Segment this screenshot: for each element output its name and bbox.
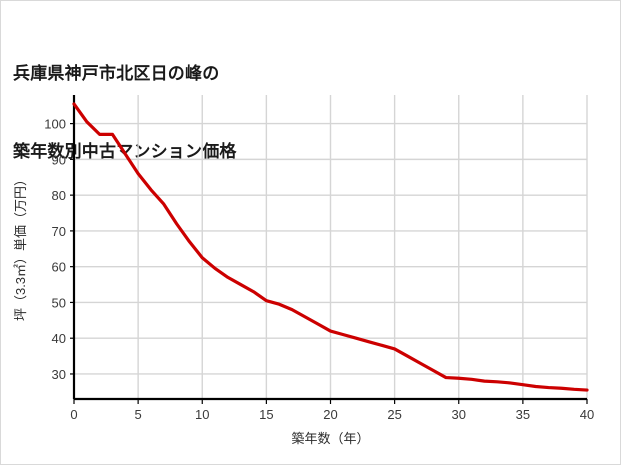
x-tick-label: 0	[70, 407, 77, 422]
x-tick-labels: 0 5 10 15 20 25 30 35 40	[70, 407, 594, 422]
x-tick-label: 20	[323, 407, 337, 422]
series-line-price	[72, 102, 589, 392]
x-tick-label: 10	[195, 407, 209, 422]
y-tick-label: 100	[44, 117, 66, 132]
tick-marks	[70, 123, 588, 404]
x-tick-label: 5	[135, 407, 142, 422]
y-tick-label: 50	[52, 295, 66, 310]
x-tick-label: 25	[387, 407, 401, 422]
x-tick-label: 15	[259, 407, 273, 422]
grid-lines	[73, 95, 588, 399]
x-axis-title: 築年数（年）	[291, 431, 369, 446]
x-tick-label: 40	[580, 407, 594, 422]
data-series	[72, 102, 589, 392]
y-tick-labels: 30 40 50 60 70 80 90 100	[44, 117, 66, 382]
x-tick-label: 30	[452, 407, 466, 422]
y-tick-label: 40	[52, 331, 66, 346]
y-tick-label: 60	[52, 260, 66, 275]
y-tick-label: 80	[52, 188, 66, 203]
y-tick-label: 90	[52, 152, 66, 167]
y-tick-label: 70	[52, 224, 66, 239]
x-tick-label: 35	[516, 407, 530, 422]
title-line-1: 兵庫県神戸市北区日の峰の	[13, 64, 220, 83]
y-tick-label: 30	[52, 367, 66, 382]
y-axis-title: 坪（3.3㎡）単価（万円）	[13, 173, 28, 321]
